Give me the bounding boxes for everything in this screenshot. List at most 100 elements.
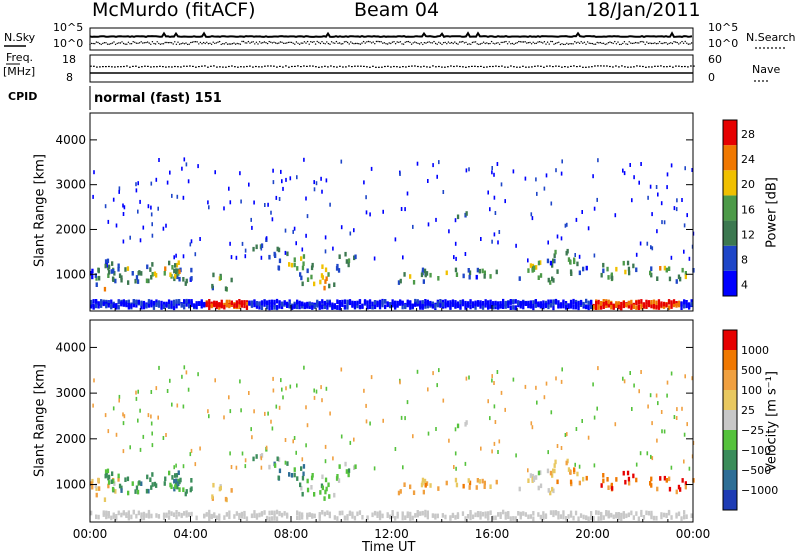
velocity-cell <box>214 378 216 383</box>
velocity-cell <box>228 395 230 400</box>
power-cell <box>665 302 668 308</box>
velocity-cell <box>422 489 425 495</box>
velocity-cell <box>208 513 211 518</box>
velocity-cell <box>684 484 687 490</box>
velocity-cell <box>142 434 145 439</box>
power-cell <box>574 301 578 307</box>
velocity-cell <box>132 509 135 515</box>
frequency-dot <box>561 66 563 68</box>
power-cell <box>301 265 305 271</box>
frequency-dot <box>432 65 434 67</box>
search-noise-dot <box>140 41 142 43</box>
velocity-cell <box>324 459 327 464</box>
power-cell <box>461 301 465 307</box>
power-cell <box>263 299 266 304</box>
velocity-cell <box>158 365 160 370</box>
velocity-cell <box>681 406 683 411</box>
frequency-dot <box>612 66 614 68</box>
power-cell <box>110 303 113 309</box>
velocity-cell <box>425 481 429 486</box>
power-cell <box>686 213 688 218</box>
frequency-dot <box>369 66 371 68</box>
power-cell <box>277 265 280 270</box>
velocity-colorbar-tick: −25 <box>741 424 764 437</box>
frequency-dot <box>138 66 140 68</box>
velocity-cell <box>569 479 573 485</box>
search-noise-dot <box>420 42 422 44</box>
power-cell <box>351 303 354 308</box>
velocity-cell <box>401 512 404 517</box>
velocity-cell <box>504 515 507 520</box>
velocity-cell <box>239 379 241 384</box>
velocity-cell <box>265 445 268 450</box>
power-cell <box>207 200 209 205</box>
power-cell <box>569 304 573 309</box>
power-cell <box>582 301 585 307</box>
power-cell <box>208 302 211 307</box>
search-noise-dot <box>166 41 168 44</box>
velocity-cell <box>244 464 247 469</box>
power-cell <box>151 262 154 267</box>
velocity-cell <box>673 415 676 419</box>
power-cell <box>615 266 618 272</box>
velocity-cell <box>567 514 570 519</box>
search-noise-dot <box>407 40 410 43</box>
velocity-cell <box>547 488 550 493</box>
power-cell <box>187 179 190 184</box>
power-cell <box>353 255 356 261</box>
velocity-cell <box>480 446 482 451</box>
velocity-cell <box>577 516 580 521</box>
power-cell <box>340 159 343 164</box>
frequency-dot <box>447 66 449 68</box>
velocity-cell <box>321 474 324 480</box>
search-noise-dot <box>617 41 619 43</box>
power-cell <box>675 207 678 212</box>
search-noise-dot <box>302 42 304 44</box>
power-cell <box>496 162 499 166</box>
power-cell <box>668 266 671 271</box>
velocity-colorbar-tick: 500 <box>741 364 762 377</box>
velocity-cell <box>325 386 328 391</box>
search-noise-dot <box>337 42 339 44</box>
velocity-cell <box>92 403 94 408</box>
velocity-cell <box>123 414 126 419</box>
frequency-dot <box>237 66 239 68</box>
velocity-cell <box>670 465 673 470</box>
frequency-dot <box>234 66 236 68</box>
velocity-cell <box>91 478 94 484</box>
frequency-dot <box>123 65 125 68</box>
search-noise-dot <box>570 43 573 45</box>
frequency-dot <box>129 66 131 68</box>
power-cell <box>623 171 626 176</box>
search-noise-dot <box>273 41 275 43</box>
power-cell <box>627 300 630 306</box>
velocity-cell <box>107 483 110 489</box>
search-noise-dot <box>470 43 472 45</box>
velocity-cell <box>574 462 576 467</box>
power-cell <box>444 299 447 304</box>
power-cell <box>95 299 98 304</box>
power-cell <box>112 303 115 308</box>
power-cell <box>456 302 460 308</box>
power-cell <box>466 301 470 306</box>
velocity-cell <box>651 456 654 461</box>
frequency-dot <box>252 66 254 68</box>
frequency-dot <box>528 66 530 68</box>
frequency-dot <box>276 66 278 68</box>
frequency-dot <box>426 66 428 68</box>
search-noise-dot <box>687 43 690 45</box>
power-cell <box>691 168 693 172</box>
velocity-cell <box>660 410 663 414</box>
power-cell <box>432 163 434 168</box>
frequency-dot <box>201 65 203 67</box>
freq-label-line1: Freq. <box>6 51 34 64</box>
power-cell <box>611 275 614 281</box>
velocity-cell <box>489 484 492 489</box>
velocity-cell <box>253 510 256 515</box>
search-noise-dot <box>266 42 269 45</box>
search-noise-dot <box>218 40 221 43</box>
velocity-cell <box>218 513 221 519</box>
search-noise-dot <box>434 42 437 45</box>
power-cell <box>366 304 369 310</box>
velocity-cell <box>125 512 128 517</box>
